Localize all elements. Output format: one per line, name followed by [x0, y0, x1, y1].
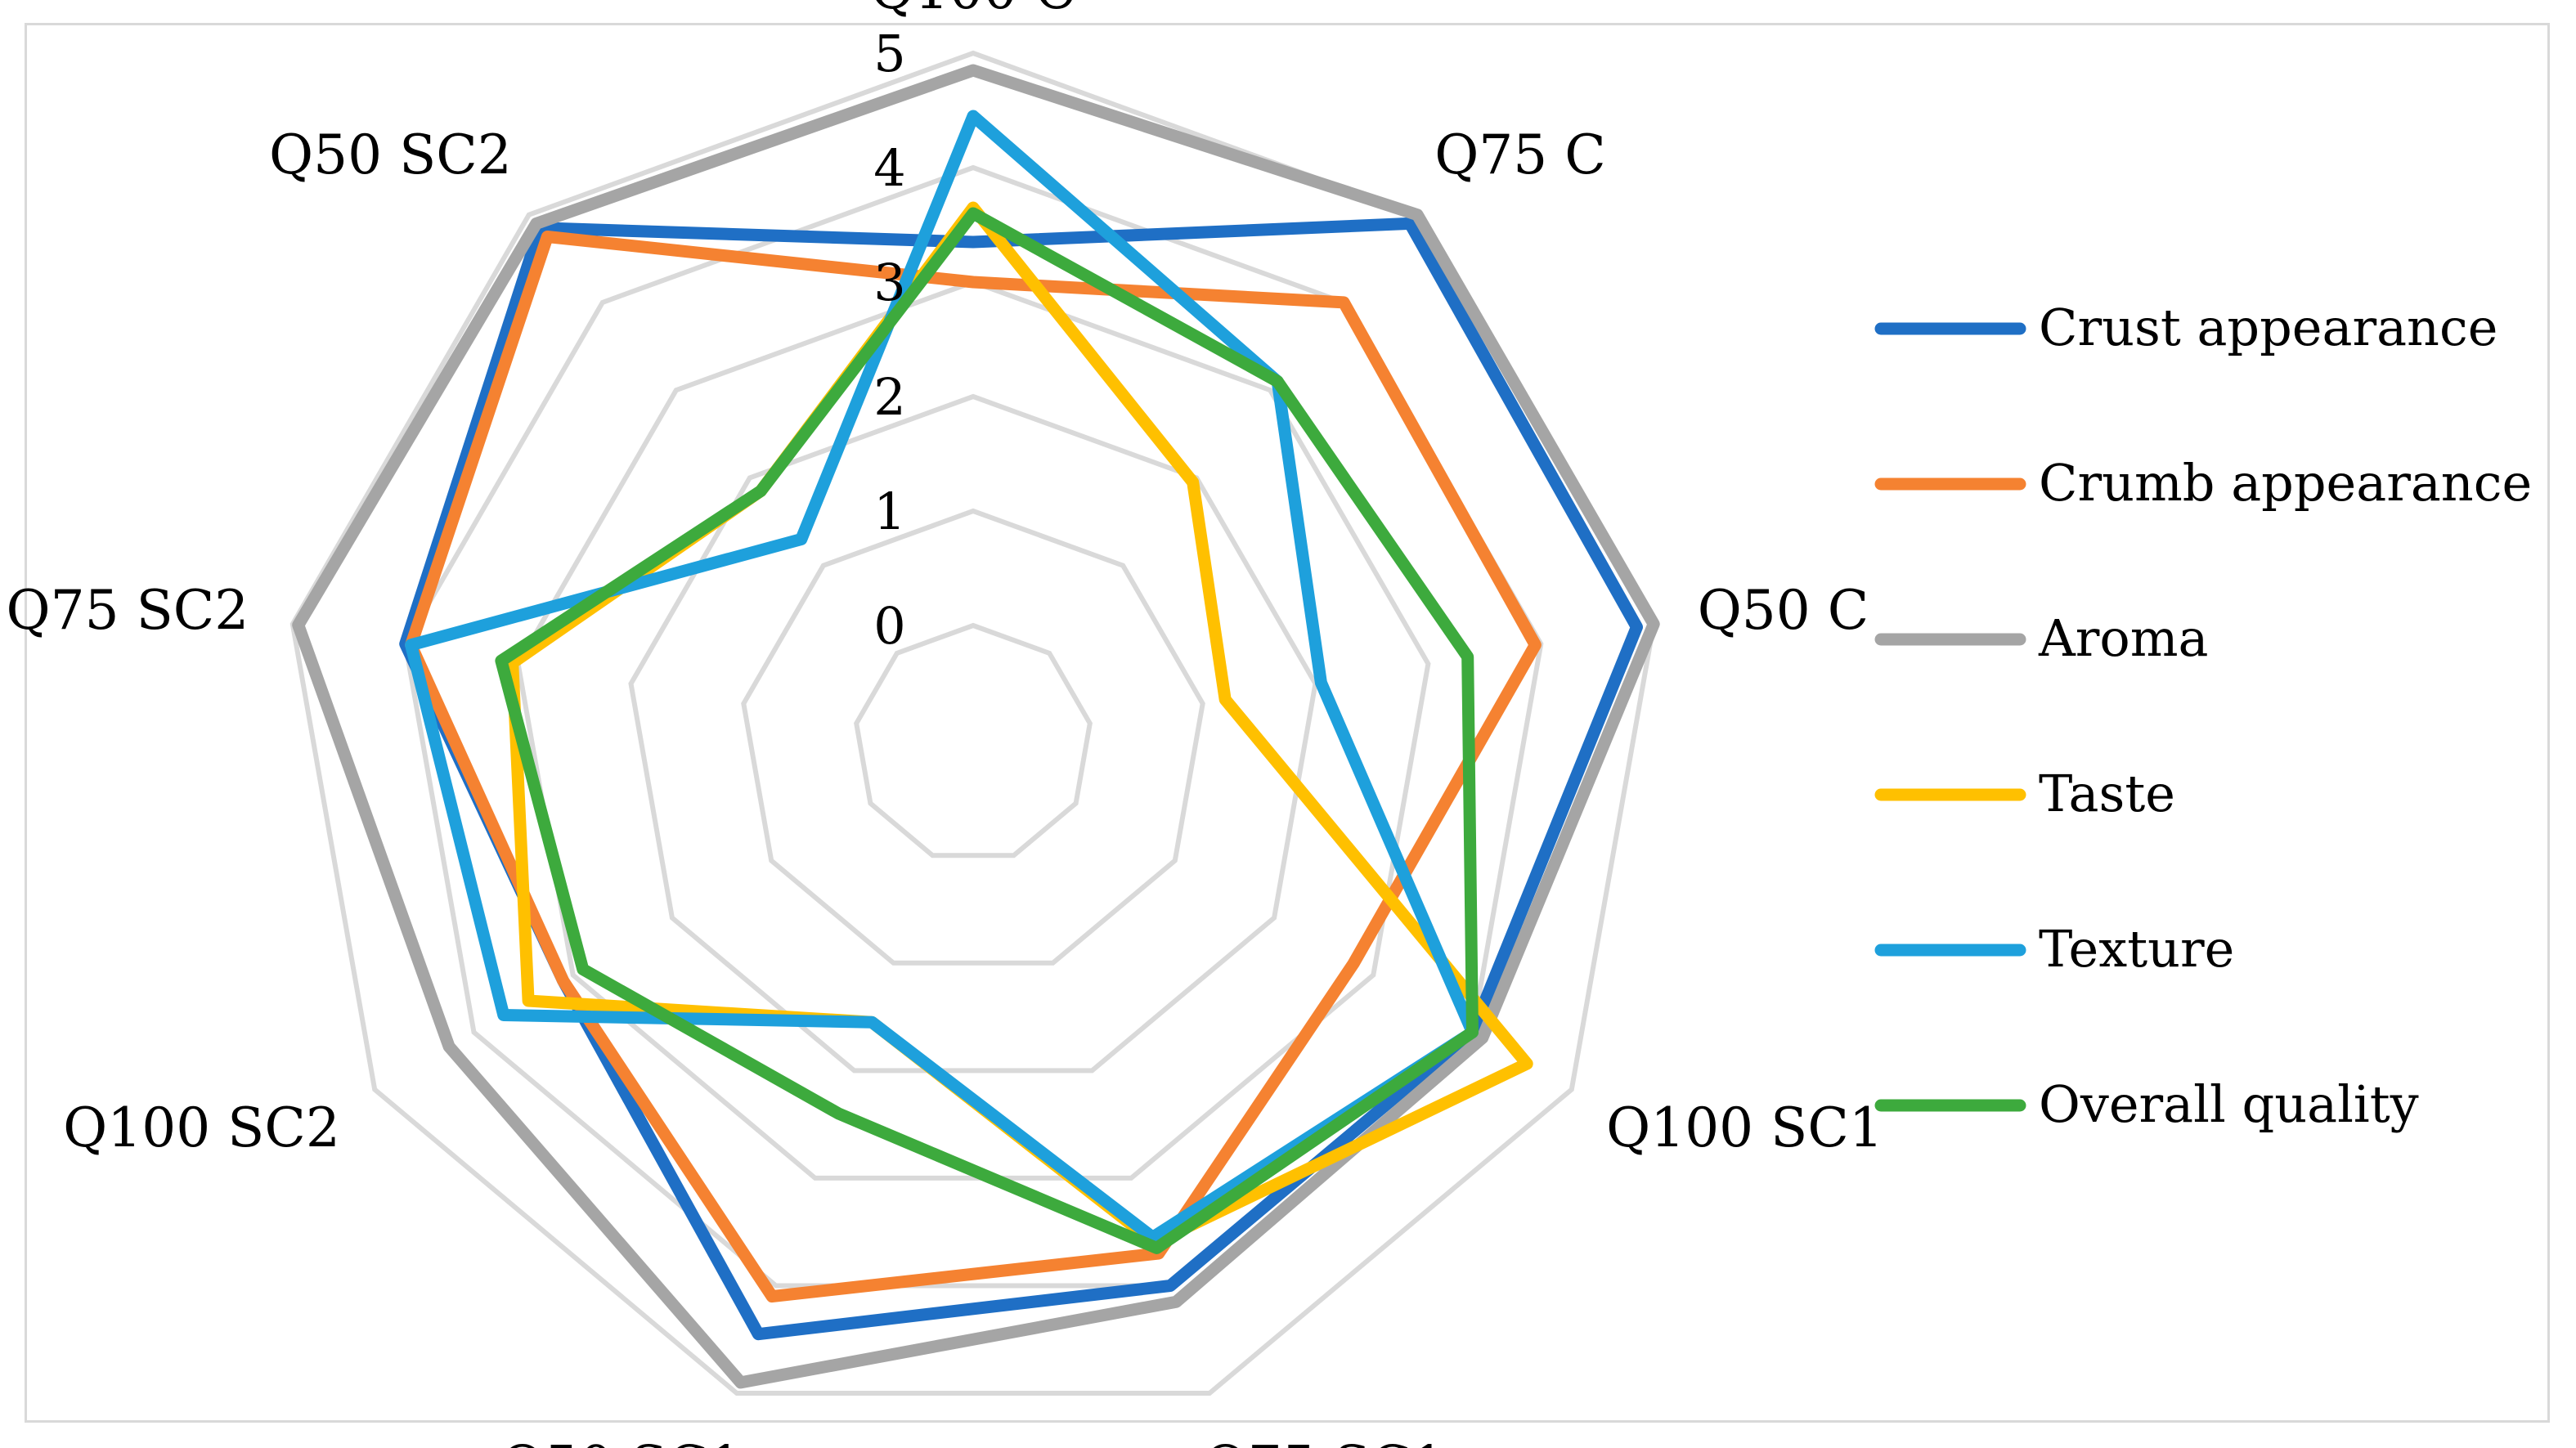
series-line-crust-appearance	[399, 217, 1643, 1341]
legend-label-aroma: Aroma	[2038, 608, 2209, 668]
series-line-aroma	[292, 64, 1660, 1389]
legend-label-taste: Taste	[2039, 764, 2175, 823]
category-label-q75-sc1: Q75 SC1	[1204, 1434, 1447, 1448]
category-labels: Q100 C Q75 C Q50 C Q100 SC1 Q75 SC1 Q50 SC1 Q1…	[7, 0, 1883, 1448]
series-line-overall-quality	[495, 207, 1479, 1254]
category-label-q75-c: Q75 C	[1434, 123, 1606, 186]
tick-label-5: 5	[873, 24, 905, 83]
grid-ring-3	[515, 279, 1431, 1181]
category-label-q75-sc2: Q75 SC2	[7, 579, 249, 642]
category-label-q50-c: Q50 C	[1698, 579, 1869, 642]
radar-series	[292, 64, 1660, 1389]
category-label-q100-sc1: Q100 SC1	[1606, 1096, 1883, 1159]
radar-grid	[289, 50, 1657, 1396]
category-label-q50-sc1: Q50 SC1	[500, 1434, 743, 1448]
grid-ring-5	[289, 50, 1657, 1396]
grid-ring-0	[854, 622, 1093, 858]
legend-label-crust-appearance: Crust appearance	[2039, 298, 2497, 357]
category-label-q100-c: Q100 C	[870, 0, 1076, 21]
grid-ring-2	[628, 393, 1318, 1074]
tick-label-2: 2	[873, 367, 905, 427]
category-label-q50-sc2: Q50 SC2	[269, 123, 512, 186]
tick-label-1: 1	[873, 482, 905, 541]
tick-label-4: 4	[873, 138, 905, 198]
tick-label-3: 3	[873, 253, 905, 312]
tick-label-0: 0	[873, 596, 905, 656]
legend-label-texture: Texture	[2039, 919, 2234, 979]
legend-label-crumb-appearance: Crumb appearance	[2039, 453, 2532, 513]
grid-ring-1	[741, 508, 1205, 966]
radial-tick-labels: 0 1 2 3 4 5	[873, 24, 905, 656]
series-line-crumb-appearance	[405, 231, 1542, 1303]
legend-label-overall-quality: Overall quality	[2039, 1074, 2419, 1134]
category-label-q100-sc2: Q100 SC2	[63, 1096, 340, 1159]
legend: Crust appearance Crumb appearance Aroma Tas…	[1874, 298, 2532, 1134]
